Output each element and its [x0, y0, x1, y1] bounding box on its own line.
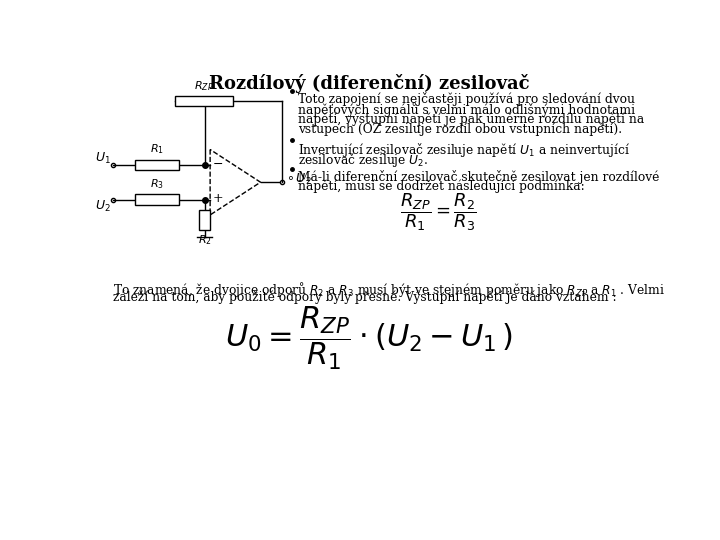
Text: vstupech (OZ zesiluje rozdíl obou vstupních napětí).: vstupech (OZ zesiluje rozdíl obou vstupn…	[297, 123, 622, 137]
Text: Invertující zesilovač zesiluje napětí $U_1$ a neinvertující: Invertující zesilovač zesiluje napětí $U…	[297, 141, 630, 159]
Text: napětí, výstupní napětí je pak úměrné rozdílu napětí na: napětí, výstupní napětí je pak úměrné ro…	[297, 112, 644, 126]
Bar	[175, 96, 233, 106]
Text: záleží na tom, aby použité odpory byly přesné. Výstupní napětí je dáno vztahem :: záleží na tom, aby použité odpory byly p…	[113, 291, 617, 305]
Text: +: +	[212, 192, 223, 205]
Bar	[135, 159, 179, 170]
Text: −: −	[212, 158, 223, 171]
Text: $R_2$: $R_2$	[198, 233, 212, 247]
Bar	[199, 211, 210, 231]
Text: napětí, musí se dodržet následující podmínka:: napětí, musí se dodržet následující podm…	[297, 180, 585, 193]
Text: $\dfrac{R_{ZP}}{R_1} = \dfrac{R_2}{R_3}$: $\dfrac{R_{ZP}}{R_1} = \dfrac{R_2}{R_3}$	[400, 191, 477, 233]
Text: $R_{ZP}$: $R_{ZP}$	[194, 79, 214, 92]
Text: To znamená, že dvojice odporů $R_2$ a $R_3$ musí být ve stejném poměru jako $R_{: To znamená, že dvojice odporů $R_2$ a $R…	[113, 280, 665, 299]
Text: $U_0 = \dfrac{R_{ZP}}{R_1} \cdot (U_2 - U_1\, )$: $U_0 = \dfrac{R_{ZP}}{R_1} \cdot (U_2 - …	[225, 304, 513, 372]
Bar	[135, 194, 179, 205]
Text: Toto zapojení se nejčastěji používá pro sledování dvou: Toto zapojení se nejčastěji používá pro …	[297, 92, 635, 106]
Text: $\circ\, U_2$: $\circ\, U_2$	[286, 172, 312, 187]
Text: $R_1$: $R_1$	[150, 143, 164, 157]
Text: Má-li diferenční zesilovač skutečně zesilovat jen rozdílové: Má-li diferenční zesilovač skutečně zesi…	[297, 170, 659, 184]
Text: $U_1$: $U_1$	[95, 151, 111, 166]
Text: Rozdílový (diferenční) zesilovač: Rozdílový (diferenční) zesilovač	[209, 74, 529, 93]
Text: zesilovač zesiluje $U_2$.: zesilovač zesiluje $U_2$.	[297, 151, 428, 170]
Text: $R_3$: $R_3$	[150, 177, 164, 191]
Text: $U_2$: $U_2$	[95, 199, 111, 214]
Text: napěťových signálů s velmi málo odlišnými hodnotami: napěťových signálů s velmi málo odlišným…	[297, 102, 635, 117]
